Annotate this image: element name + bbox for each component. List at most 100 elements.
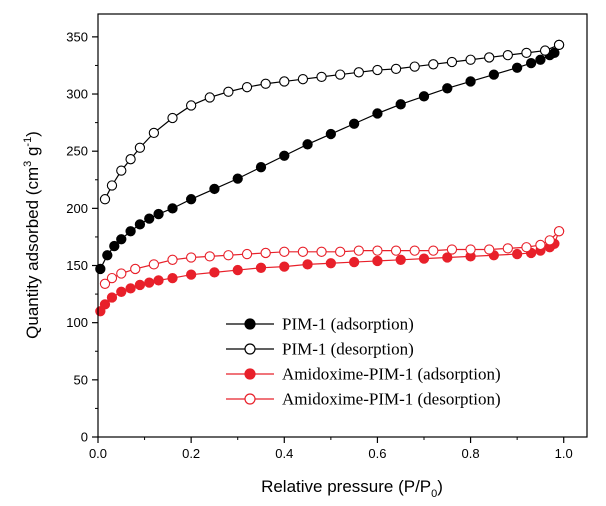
legend-entry: PIM-1 (adsorption): [226, 315, 414, 334]
data-point-filled: [185, 194, 197, 205]
data-point-open: [539, 45, 551, 56]
x-tick-label: 1.0: [555, 446, 573, 461]
legend-entry: PIM-1 (desorption): [226, 340, 414, 359]
data-point-filled: [106, 292, 118, 303]
data-point-open: [335, 246, 346, 257]
data-point-open: [260, 78, 271, 89]
data-point-open: [409, 245, 420, 256]
data-point-open: [297, 246, 309, 257]
series-1: [99, 39, 565, 205]
legend-label: PIM-1 (desorption): [282, 340, 414, 359]
data-point-open: [409, 61, 420, 72]
data-point-open: [148, 259, 160, 270]
data-point-open: [553, 226, 565, 237]
series-0: [95, 39, 565, 275]
data-point-filled: [442, 83, 453, 94]
data-point-filled: [372, 108, 383, 119]
data-point-filled: [102, 250, 113, 261]
data-point-filled: [395, 254, 406, 265]
data-point-filled: [125, 283, 136, 294]
data-point-filled: [232, 264, 243, 276]
data-point-filled: [488, 69, 500, 80]
data-point-open: [279, 76, 290, 87]
x-axis-title: Relative pressure (P/P0): [261, 477, 443, 500]
data-point-filled: [302, 139, 313, 150]
data-point-filled: [185, 269, 197, 280]
data-point-open: [553, 39, 565, 51]
data-point-open: [99, 194, 111, 205]
legend-marker: [244, 343, 256, 355]
data-point-filled: [325, 128, 337, 140]
data-point-open: [446, 56, 458, 68]
x-tick-label: 0.2: [182, 446, 200, 461]
data-point-filled: [372, 255, 383, 267]
data-point-open: [372, 245, 383, 256]
x-tick-label: 0.4: [275, 446, 293, 461]
legend-entry: Amidoxime-PIM-1 (adsorption): [226, 365, 501, 384]
data-point-filled: [525, 58, 537, 69]
data-point-filled: [109, 240, 120, 252]
data-point-open: [521, 47, 532, 59]
data-point-open: [106, 180, 118, 191]
data-point-filled: [134, 279, 146, 291]
y-tick-label: 300: [66, 87, 88, 102]
y-tick-label: 50: [74, 372, 88, 387]
y-axis-title-sup: 3: [22, 161, 34, 167]
data-point-open: [390, 63, 402, 75]
data-point-open: [223, 250, 234, 261]
data-point-open: [99, 278, 111, 289]
data-point-open: [484, 244, 495, 255]
data-point-open: [130, 263, 141, 275]
y-axis-title-close: ): [23, 131, 42, 137]
data-point-filled: [348, 118, 360, 129]
data-point-open: [484, 52, 495, 63]
data-point-open: [521, 242, 532, 253]
data-point-filled: [134, 219, 146, 230]
data-point-open: [502, 50, 513, 61]
data-point-filled: [255, 262, 267, 273]
x-axis-title-sub: 0: [431, 488, 437, 500]
legend-label: Amidoxime-PIM-1 (adsorption): [282, 365, 501, 384]
data-point-open: [465, 244, 476, 255]
x-tick-label: 0.0: [89, 446, 107, 461]
series-line: [99, 231, 560, 312]
data-point-open: [353, 67, 364, 78]
data-point-open: [116, 165, 127, 176]
data-point-filled: [144, 277, 155, 288]
data-point-filled: [153, 275, 164, 286]
data-point-open: [185, 100, 197, 111]
legend-marker: [244, 368, 256, 380]
data-point-open: [502, 243, 513, 254]
data-point-open: [297, 74, 309, 85]
data-point-open: [428, 245, 439, 256]
data-point-open: [353, 245, 364, 256]
series-3: [99, 226, 565, 289]
data-point-filled: [511, 248, 523, 260]
data-point-open: [204, 92, 215, 103]
data-point-open: [372, 64, 383, 76]
data-point-filled: [116, 234, 127, 245]
data-point-filled: [167, 272, 178, 284]
data-point-open: [316, 246, 327, 257]
data-point-filled: [167, 203, 178, 214]
data-point-filled: [348, 256, 360, 268]
data-point-filled: [255, 162, 267, 173]
legend-entry: Amidoxime-PIM-1 (desorption): [226, 390, 501, 409]
data-point-filled: [279, 261, 290, 272]
data-point-filled: [99, 299, 111, 310]
data-point-open: [260, 247, 271, 259]
data-point-filled: [549, 47, 560, 59]
data-point-open: [134, 142, 146, 153]
data-point-open: [316, 71, 327, 83]
data-point-open: [185, 252, 197, 263]
data-point-filled: [511, 62, 523, 73]
legend-marker: [244, 318, 256, 330]
series-layer: [95, 39, 565, 317]
data-point-filled: [302, 259, 313, 270]
x-axis-title-main: Relative pressure (P/P: [261, 477, 431, 496]
data-point-filled: [116, 286, 127, 297]
data-point-filled: [144, 213, 155, 224]
data-point-open: [390, 245, 402, 256]
data-point-filled: [232, 173, 243, 184]
legend-label: PIM-1 (adsorption): [282, 315, 414, 334]
